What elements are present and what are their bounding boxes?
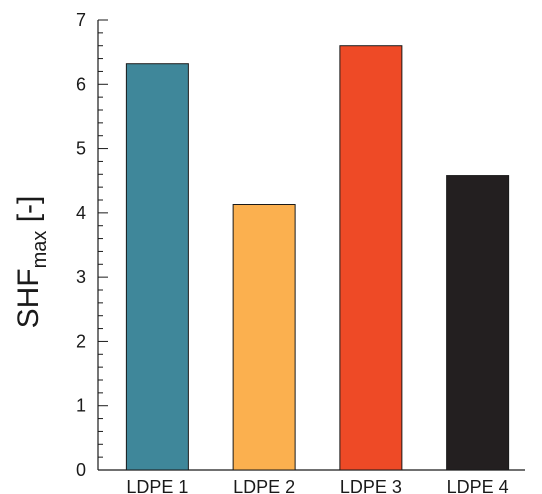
y-tick-label: 3 [76, 267, 86, 287]
x-tick-label: LDPE 3 [340, 477, 402, 494]
bars [125, 45, 510, 471]
bar-ldpe-2 [232, 204, 296, 471]
y-tick-label: 0 [76, 460, 86, 480]
y-tick-label: 6 [76, 74, 86, 94]
x-tick-label: LDPE 4 [447, 477, 509, 494]
y-axis-label-unit: [-] [12, 196, 45, 231]
bar-ldpe-4 [446, 175, 510, 471]
y-tick-label: 2 [76, 331, 86, 351]
y-tick-label: 1 [76, 396, 86, 416]
x-tick-label: LDPE 1 [126, 477, 188, 494]
bar-ldpe-1 [125, 63, 189, 471]
y-axis-label: SHFmax [-] [12, 196, 51, 329]
x-tick-label: LDPE 2 [233, 477, 295, 494]
y-tick-label: 5 [76, 139, 86, 159]
bar-ldpe-3 [339, 45, 403, 471]
y-axis-label-sub: max [29, 231, 51, 269]
y-tick-label: 4 [76, 203, 86, 223]
y-axis-label-main: SHF [12, 268, 45, 328]
y-tick-label: 7 [76, 10, 86, 30]
tick-labels: 0 1 2 3 4 5 6 7 LDPE 1 LDPE 2 LDPE 3 LDPE 4 [76, 10, 509, 494]
